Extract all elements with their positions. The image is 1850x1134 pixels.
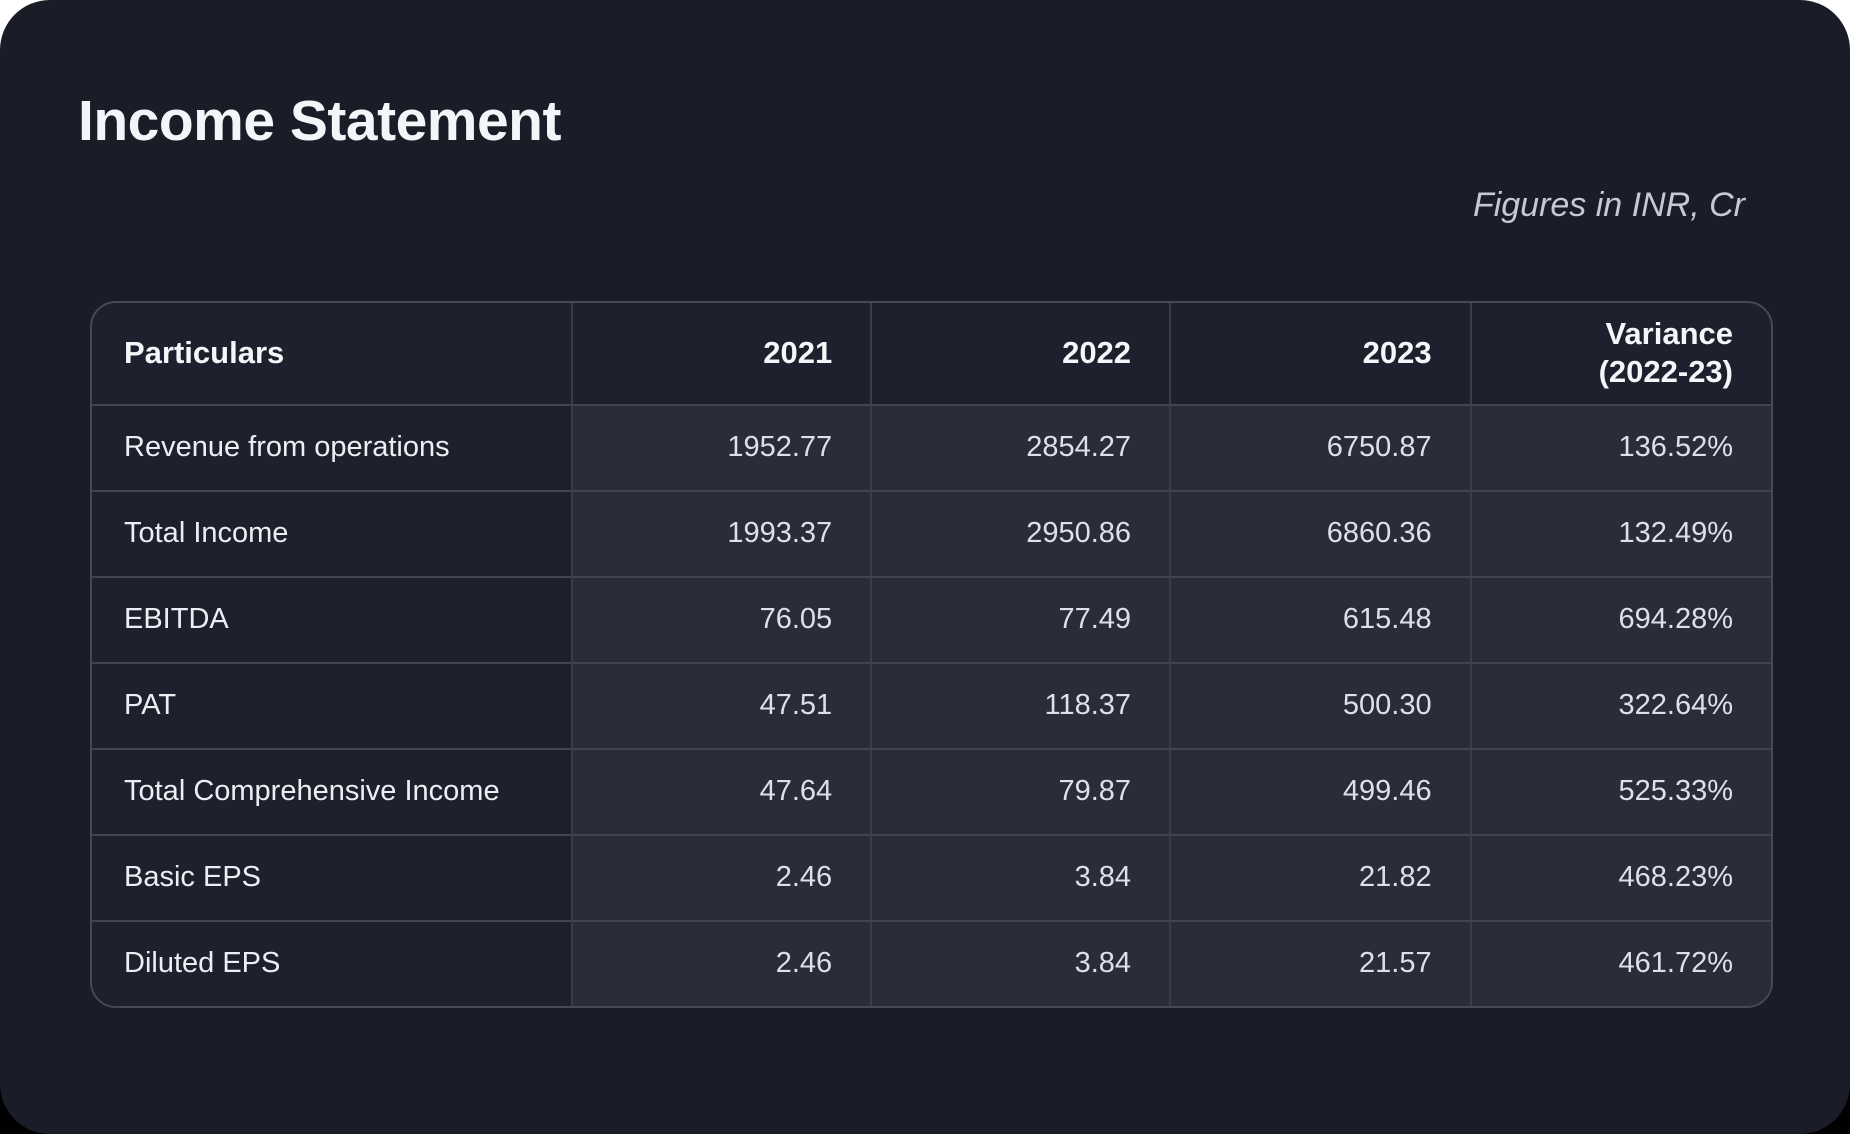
value-variance: 136.52% [1469,403,1771,490]
value-2022: 118.37 [870,661,1170,748]
value-2021: 47.64 [570,747,871,834]
table-row-basic-eps: Basic EPS 2.46 3.84 21.82 468.23% [92,833,1771,920]
table-row-diluted-eps: Diluted EPS 2.46 3.84 21.57 461.72% [92,919,1771,1006]
value-2023: 615.48 [1169,575,1470,662]
figures-unit-note: Figures in INR, Cr [1472,185,1745,224]
value-variance: 694.28% [1469,575,1771,662]
table-row-pat: PAT 47.51 118.37 500.30 322.64% [92,661,1771,748]
value-variance: 525.33% [1469,747,1771,834]
value-2022: 77.49 [870,575,1170,662]
value-2021: 47.51 [570,661,871,748]
table-row-ebitda: EBITDA 76.05 77.49 615.48 694.28% [92,575,1771,662]
value-2021: 2.46 [570,833,871,920]
value-variance: 468.23% [1469,833,1771,920]
value-2023: 6860.36 [1169,489,1470,576]
value-2021: 1993.37 [570,489,871,576]
row-label: Diluted EPS [92,919,571,1006]
value-2023: 500.30 [1169,661,1470,748]
value-2023: 499.46 [1169,747,1470,834]
value-2022: 79.87 [870,747,1170,834]
row-label: Total Comprehensive Income [92,747,571,834]
col-header-2022: 2022 [870,302,1170,404]
row-label: Revenue from operations [92,403,571,490]
page-title: Income Statement [78,89,561,153]
row-label: Total Income [92,489,571,576]
table-row-total-comprehensive-income: Total Comprehensive Income 47.64 79.87 4… [92,747,1771,834]
value-2022: 2950.86 [870,489,1170,576]
value-2023: 21.57 [1169,919,1470,1006]
value-2021: 76.05 [570,575,871,662]
value-2022: 3.84 [870,919,1170,1006]
col-header-variance: Variance (2022-23) [1469,302,1771,404]
value-variance: 322.64% [1469,661,1771,748]
value-variance: 461.72% [1469,919,1771,1006]
value-2022: 3.84 [870,833,1170,920]
value-2022: 2854.27 [870,403,1170,490]
col-header-2023: 2023 [1169,302,1470,404]
table-header-row: Particulars 2021 2022 2023 Variance (202… [92,302,1771,404]
value-2023: 6750.87 [1169,403,1470,490]
value-variance: 132.49% [1469,489,1771,576]
table-row-total-income: Total Income 1993.37 2950.86 6860.36 132… [92,489,1771,576]
table-row-revenue: Revenue from operations 1952.77 2854.27 … [92,403,1771,490]
row-label: Basic EPS [92,833,571,920]
col-header-2021: 2021 [570,302,871,404]
row-label: PAT [92,661,571,748]
row-label: EBITDA [92,575,571,662]
value-2023: 21.82 [1169,833,1470,920]
value-2021: 1952.77 [570,403,871,490]
income-statement-table: Particulars 2021 2022 2023 Variance (202… [90,300,1773,1008]
col-header-particulars: Particulars [92,302,571,404]
value-2021: 2.46 [570,919,871,1006]
